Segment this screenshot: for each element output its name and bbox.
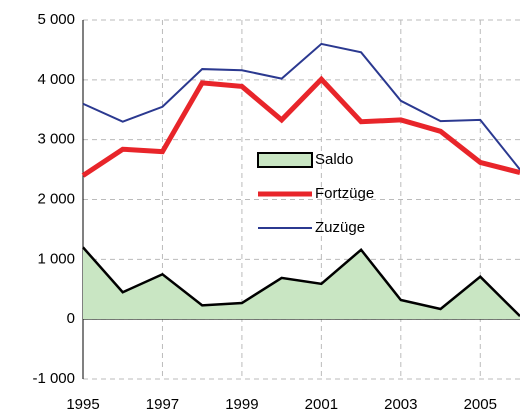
legend-label: Fortzüge bbox=[315, 185, 374, 202]
x-tick-label: 2003 bbox=[384, 396, 417, 413]
line bbox=[82, 42, 520, 171]
x-tick-label: 1997 bbox=[146, 396, 179, 413]
y-tick-label: -1 000 bbox=[32, 370, 75, 387]
y-tick-label: 0 bbox=[67, 310, 75, 327]
legend-label: Saldo bbox=[315, 151, 353, 168]
legend-label: Zuzüge bbox=[315, 219, 365, 236]
area bbox=[83, 247, 520, 320]
x-tick-label: 2001 bbox=[305, 396, 338, 413]
legend-swatch bbox=[257, 152, 313, 168]
y-tick-label: 1 000 bbox=[37, 250, 75, 267]
y-tick-label: 2 000 bbox=[37, 190, 75, 207]
x-tick-label: 1995 bbox=[66, 396, 99, 413]
y-tick-label: 4 000 bbox=[37, 71, 75, 88]
x-tick-label: 1999 bbox=[225, 396, 258, 413]
line bbox=[81, 75, 520, 178]
y-tick-label: 3 000 bbox=[37, 131, 75, 148]
y-tick-label: 5 000 bbox=[37, 11, 75, 28]
x-tick-label: 2005 bbox=[464, 396, 497, 413]
area-line bbox=[82, 246, 520, 318]
